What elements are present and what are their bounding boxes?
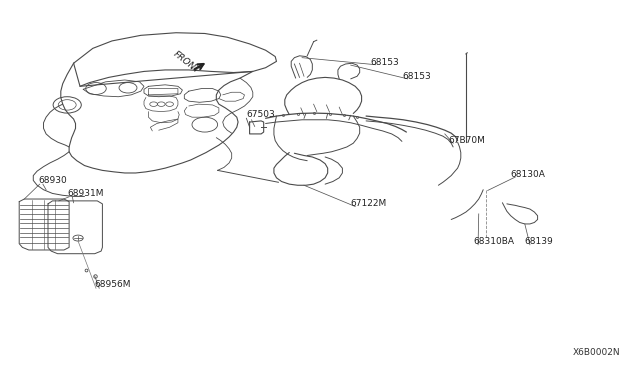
Text: 68153: 68153 — [370, 58, 399, 67]
Text: X6B0002N: X6B0002N — [573, 348, 621, 357]
Text: FRONT: FRONT — [172, 49, 202, 76]
Text: 67503: 67503 — [246, 110, 275, 119]
Text: 68130A: 68130A — [511, 170, 545, 179]
Text: 68931M: 68931M — [68, 189, 104, 198]
Text: 68956M: 68956M — [95, 280, 131, 289]
Text: 67122M: 67122M — [351, 199, 387, 208]
Text: 68153: 68153 — [402, 72, 431, 81]
Text: 68930: 68930 — [38, 176, 67, 185]
Text: 67B70M: 67B70M — [448, 136, 485, 145]
Text: 68139: 68139 — [525, 237, 554, 246]
Text: 68310BA: 68310BA — [474, 237, 515, 246]
